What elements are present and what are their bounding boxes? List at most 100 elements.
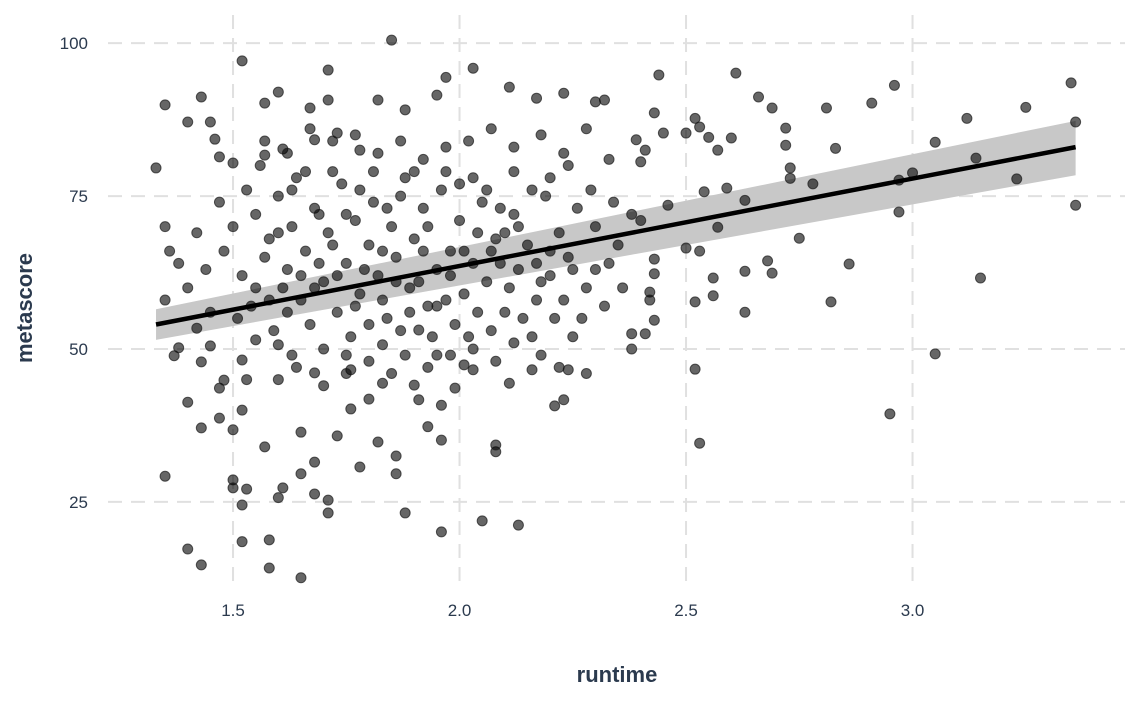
data-point	[549, 400, 561, 412]
data-point	[648, 107, 660, 119]
data-point	[961, 112, 973, 124]
data-point	[970, 152, 982, 164]
data-point	[413, 394, 425, 406]
data-point	[363, 355, 375, 367]
data-point	[762, 255, 774, 267]
data-point	[372, 94, 384, 106]
data-point	[286, 221, 298, 233]
data-point	[589, 96, 601, 108]
x-tick-label: 2.0	[448, 601, 472, 620]
data-point	[698, 186, 710, 198]
data-point	[390, 450, 402, 462]
data-point	[558, 394, 570, 406]
data-point	[327, 239, 339, 251]
data-point	[485, 245, 497, 257]
data-point	[499, 227, 511, 239]
data-point	[381, 312, 393, 324]
data-point	[150, 162, 162, 174]
data-point	[272, 492, 284, 504]
data-point	[304, 123, 316, 135]
data-point	[259, 149, 271, 161]
data-point	[164, 245, 176, 257]
data-point	[694, 437, 706, 449]
data-point	[309, 134, 321, 146]
data-point	[820, 102, 832, 114]
data-point	[567, 331, 579, 343]
data-point	[277, 482, 289, 494]
data-point	[843, 258, 855, 270]
data-point	[558, 294, 570, 306]
data-point	[780, 122, 792, 134]
data-point	[259, 251, 271, 263]
data-point	[209, 133, 221, 145]
data-point	[472, 306, 484, 318]
data-point	[413, 276, 425, 288]
data-point	[272, 227, 284, 239]
data-point	[304, 319, 316, 331]
data-point	[884, 408, 896, 420]
data-point	[440, 141, 452, 153]
data-point	[503, 377, 515, 389]
data-point	[490, 439, 502, 451]
data-point	[417, 245, 429, 257]
data-point	[454, 215, 466, 227]
data-point	[390, 251, 402, 263]
data-point	[191, 227, 203, 239]
data-point	[562, 251, 574, 263]
data-point	[512, 221, 524, 233]
data-point	[694, 121, 706, 133]
data-point	[603, 153, 615, 165]
data-point	[159, 99, 171, 111]
data-point	[481, 184, 493, 196]
data-point	[626, 328, 638, 340]
data-point	[173, 342, 185, 354]
data-point	[340, 257, 352, 269]
data-point	[612, 239, 624, 251]
data-point	[508, 141, 520, 153]
data-point	[386, 221, 398, 233]
data-point	[753, 91, 765, 103]
data-point	[635, 156, 647, 168]
data-point	[182, 116, 194, 128]
data-point	[318, 380, 330, 392]
data-point	[825, 296, 837, 308]
data-point	[345, 403, 357, 415]
data-point	[159, 221, 171, 233]
data-point	[1070, 199, 1082, 211]
data-point	[263, 233, 275, 245]
data-point	[535, 129, 547, 141]
data-point	[309, 367, 321, 379]
data-point	[653, 69, 665, 81]
data-point	[200, 263, 212, 275]
data-point	[309, 456, 321, 468]
data-point	[340, 367, 352, 379]
data-point	[888, 79, 900, 91]
data-point	[295, 426, 307, 438]
data-point	[725, 132, 737, 144]
data-point	[182, 396, 194, 408]
data-point	[377, 339, 389, 351]
data-point	[322, 64, 334, 76]
data-point	[712, 144, 724, 156]
data-point	[558, 147, 570, 159]
data-point	[404, 282, 416, 294]
data-point	[766, 102, 778, 114]
data-point	[490, 355, 502, 367]
data-point	[531, 92, 543, 104]
data-point	[159, 294, 171, 306]
data-point	[444, 270, 456, 282]
data-point	[830, 142, 842, 154]
data-point	[458, 245, 470, 257]
data-point	[435, 434, 447, 446]
data-point	[703, 131, 715, 143]
data-point	[363, 393, 375, 405]
data-point	[707, 272, 719, 284]
data-point	[395, 190, 407, 202]
data-point	[766, 267, 778, 279]
data-point	[386, 34, 398, 46]
data-point	[363, 319, 375, 331]
data-point	[603, 257, 615, 269]
data-point	[236, 55, 248, 67]
data-point	[272, 190, 284, 202]
data-point	[422, 300, 434, 312]
